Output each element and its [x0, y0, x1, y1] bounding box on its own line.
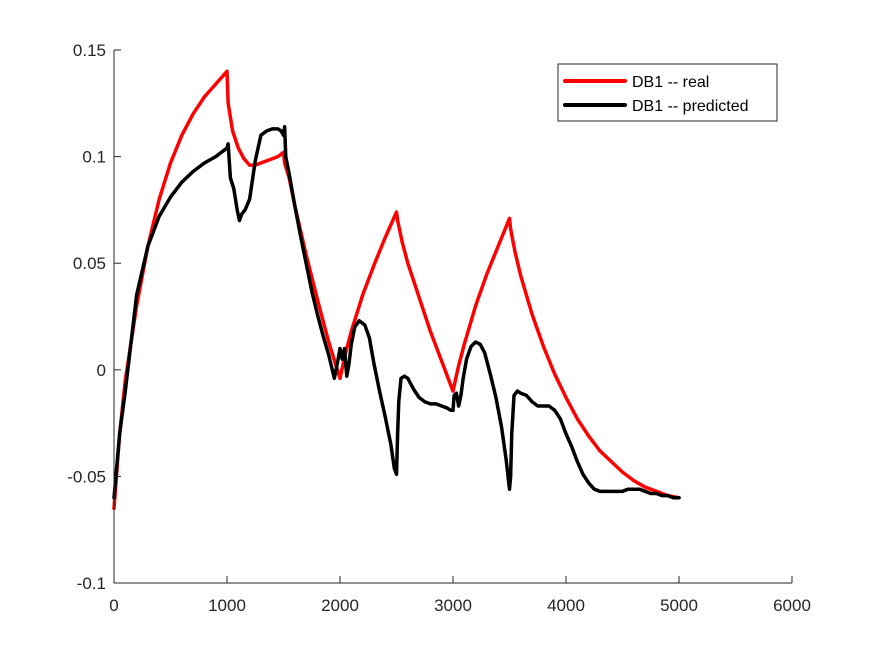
legend-label-real: DB1 -- real [632, 74, 709, 91]
legend: DB1 -- real DB1 -- predicted [557, 63, 778, 122]
x-tick-label: 6000 [773, 596, 811, 615]
axes: 0 1000 2000 3000 4000 5000 6000 -0.1 -0.05 0 0.05… [67, 41, 811, 615]
x-tick-label: 3000 [434, 596, 472, 615]
x-tick-label: 4000 [547, 596, 585, 615]
x-tick-label: 5000 [660, 596, 698, 615]
y-tick-label: 0.15 [73, 41, 106, 60]
y-tick-label: -0.05 [67, 467, 106, 486]
y-tick-label: 0 [97, 361, 106, 380]
legend-label-predicted: DB1 -- predicted [632, 98, 749, 115]
legend-box [557, 63, 778, 122]
x-ticks: 0 1000 2000 3000 4000 5000 6000 [109, 576, 811, 615]
x-tick-label: 0 [109, 596, 118, 615]
series-line-real [112, 69, 681, 511]
x-tick-label: 1000 [208, 596, 246, 615]
x-tick-label: 2000 [321, 596, 359, 615]
y-ticks: -0.1 -0.05 0 0.05 0.1 0.15 [67, 41, 121, 593]
plot-lines [112, 69, 681, 511]
series-line-predicted [112, 125, 681, 500]
y-tick-label: 0.05 [73, 254, 106, 273]
y-tick-label: -0.1 [77, 574, 106, 593]
y-tick-label: 0.1 [82, 148, 106, 167]
